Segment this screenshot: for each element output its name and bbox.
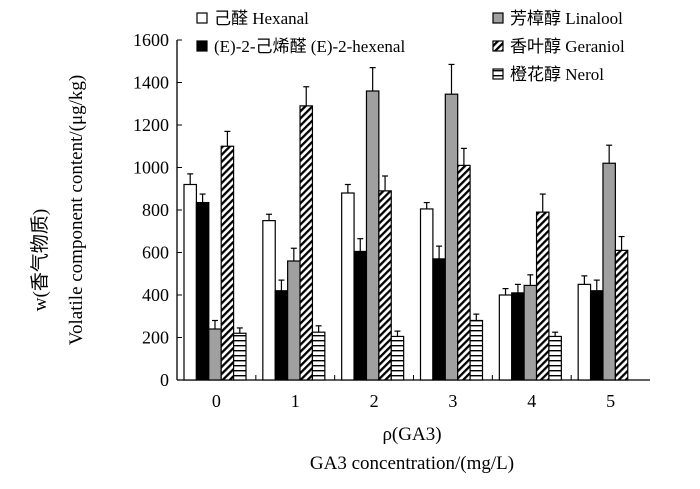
bar-black <box>589 290 604 381</box>
x-tick-label: 2 <box>370 391 379 411</box>
bar-gray <box>287 260 301 381</box>
bar-white <box>183 183 197 381</box>
bar-white <box>341 192 355 381</box>
bar-gray <box>208 328 222 381</box>
x-tick-label: 5 <box>606 391 615 411</box>
bar-white <box>498 294 513 381</box>
x-tick-label: 3 <box>448 391 457 411</box>
y-tick-label: 1000 <box>133 158 169 178</box>
y-axis-label-cn: w(香气物质) <box>29 209 51 311</box>
y-tick-label: 1400 <box>133 73 169 93</box>
x-tick-label: 1 <box>291 391 300 411</box>
y-tick-label: 1600 <box>133 30 169 50</box>
bar-hlines <box>469 319 484 381</box>
bar-hlines <box>548 335 562 381</box>
bar-gray <box>602 162 616 381</box>
bar-hatch <box>457 164 471 381</box>
bar-hatch <box>220 145 235 381</box>
bar-white <box>577 283 592 381</box>
legend-swatch <box>492 12 504 24</box>
legend-label: 芳樟醇 Linalool <box>510 9 623 28</box>
bar-black <box>195 201 210 381</box>
bar-gray <box>365 90 380 381</box>
y-axis-label: Volatile component content/(μg/kg) <box>66 75 87 346</box>
bar-hlines <box>233 332 247 381</box>
legend-swatch <box>196 12 208 24</box>
legend-label: 橙花醇 Nerol <box>510 65 604 84</box>
y-tick-label: 200 <box>142 328 169 348</box>
y-tick-label: 600 <box>142 243 169 263</box>
y-tick-label: 400 <box>142 285 169 305</box>
bar-black <box>511 292 525 381</box>
x-tick-label: 4 <box>527 391 536 411</box>
bar-hatch <box>535 211 550 381</box>
x-axis-label-cn: ρ(GA3) <box>382 424 441 445</box>
legend-label: 香叶醇 Geraniol <box>510 37 625 56</box>
y-tick-label: 1200 <box>133 115 169 135</box>
legend-label: (E)-2-己烯醛 (E)-2-hexenal <box>214 37 405 56</box>
x-axis-label: GA3 concentration/(mg/L) <box>310 453 514 474</box>
y-tick-label: 0 <box>160 370 169 390</box>
legend-swatch <box>196 40 208 52</box>
legend-swatch <box>492 68 504 80</box>
bar-white <box>419 208 434 381</box>
bar-hlines <box>390 335 405 381</box>
bar-hatch <box>299 105 314 381</box>
bar-white <box>262 220 276 381</box>
legend-swatch <box>492 40 504 52</box>
bar-gray <box>523 284 538 381</box>
bar-hatch <box>378 190 392 381</box>
bar-gray <box>444 93 459 381</box>
legend-label: 己醛 Hexanal <box>214 9 309 28</box>
y-tick-label: 800 <box>142 200 169 220</box>
bar-black <box>274 290 289 381</box>
x-tick-label: 0 <box>212 391 221 411</box>
bar-black <box>432 258 446 381</box>
bar-black <box>353 250 368 381</box>
bar-hlines <box>311 331 326 381</box>
bar-hatch <box>614 249 629 381</box>
